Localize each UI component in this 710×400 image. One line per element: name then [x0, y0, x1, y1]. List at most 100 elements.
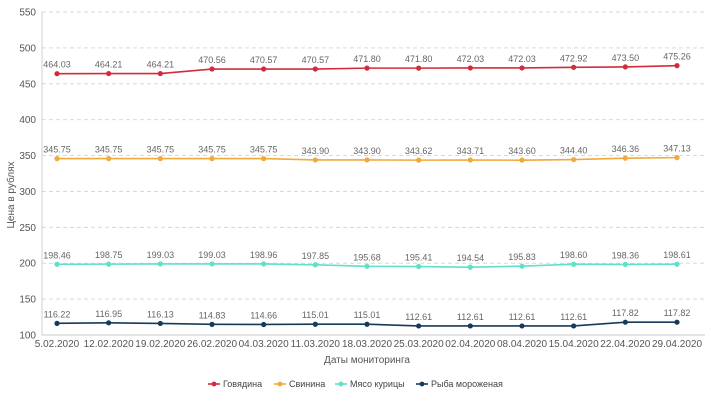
- series-1-point: [312, 157, 318, 163]
- series-3-point: [519, 323, 525, 329]
- legend-swatch-marker: [211, 381, 217, 387]
- x-tick-label: 11.03.2020: [291, 339, 341, 350]
- series-1-data-label: 343.90: [302, 146, 330, 156]
- series-2-point: [54, 261, 60, 267]
- legend: Говядина Свинина Мясо курицы Рыба мороженая: [208, 379, 503, 389]
- y-tick-label: 300: [19, 187, 36, 198]
- series-0-data-label: 475.26: [663, 52, 691, 62]
- x-tick-label: 02.04.2020: [445, 339, 495, 350]
- series-2-data-label: 195.68: [353, 252, 381, 262]
- y-tick-label: 150: [19, 295, 36, 306]
- series-1-data-label: 345.75: [198, 145, 226, 155]
- series-1-point: [209, 156, 215, 162]
- legend-item: Мясо курицы: [335, 379, 405, 389]
- series-2-data-label: 195.83: [508, 252, 536, 262]
- legend-swatch-marker: [277, 381, 283, 387]
- legend-label: Рыба мороженая: [431, 379, 503, 389]
- x-tick-label: 04.03.2020: [239, 339, 289, 350]
- series-3-point: [467, 323, 473, 329]
- series-1-point: [571, 156, 577, 163]
- x-tick-label: 18.03.2020: [342, 339, 392, 350]
- series-2-data-label: 198.75: [95, 250, 123, 260]
- series-0-point: [54, 71, 60, 77]
- y-tick-label: 250: [19, 223, 36, 234]
- axes: 100 150 200 250 300 350 400 450 500 550 5.02.2020 1…: [19, 8, 705, 350]
- series-0-point: [416, 65, 422, 71]
- series-3-point: [261, 321, 267, 328]
- series-0-point: [571, 64, 577, 70]
- series-2-data-label: 198.60: [560, 250, 588, 260]
- series-0-data-label: 470.56: [198, 55, 226, 65]
- x-tick-label: 29.04.2020: [652, 339, 702, 350]
- series-3-point: [54, 320, 60, 326]
- series-3-data-label: 117.82: [612, 308, 639, 318]
- y-axis-title: Цена в рублях: [5, 161, 17, 228]
- series-1-data-label: 347.13: [663, 144, 691, 154]
- series-1-data-label: 343.62: [405, 146, 433, 156]
- series-0-data-label: 464.21: [95, 60, 123, 70]
- series-2-point: [416, 263, 422, 270]
- series-3-data-label: 117.82: [664, 308, 691, 318]
- series-1-point: [674, 155, 680, 161]
- series-1-data-label: 345.75: [147, 145, 175, 155]
- series-3-data-label: 112.61: [405, 312, 432, 322]
- series-1-data-label: 345.75: [43, 145, 71, 155]
- series-3-point: [674, 319, 680, 325]
- series-3-point: [312, 321, 318, 327]
- series-2-point: [364, 263, 370, 269]
- series-2-point: [467, 264, 473, 270]
- series-3-data-label: 112.61: [509, 312, 536, 322]
- series-1-point: [519, 157, 525, 163]
- series-1-point: [622, 155, 628, 161]
- series-0-point: [209, 66, 215, 72]
- legend-swatch-marker: [419, 381, 425, 387]
- x-tick-label: 15.04.2020: [549, 339, 599, 350]
- series-2-point: [571, 261, 577, 267]
- series-2-point: [157, 261, 163, 267]
- series-0-data-label: 464.21: [147, 60, 175, 70]
- legend-item: Говядина: [208, 379, 262, 389]
- series-3-point: [364, 321, 370, 327]
- series-1-data-label: 343.60: [508, 146, 536, 156]
- series-0-point: [674, 63, 680, 69]
- series-0-data-label: 471.80: [405, 54, 433, 64]
- series-3-point: [106, 320, 112, 326]
- legend-label: Свинина: [289, 379, 325, 389]
- series-3-data-label: 115.01: [302, 310, 329, 320]
- x-tick-label: 08.04.2020: [497, 339, 547, 350]
- series-2-data-label: 194.54: [457, 253, 485, 263]
- legend-item: Рыба мороженая: [416, 379, 503, 389]
- series-1-data-label: 345.75: [95, 145, 123, 155]
- series-2-data-label: 199.03: [147, 250, 175, 260]
- x-tick-label: 19.02.2020: [135, 339, 185, 350]
- x-tick-label: 5.02.2020: [35, 339, 80, 350]
- series-2-point: [519, 263, 525, 269]
- series-3-point: [571, 323, 577, 329]
- x-tick-label: 26.02.2020: [187, 339, 237, 350]
- series-3-point: [416, 323, 422, 329]
- series-0-data-label: 472.92: [560, 53, 588, 63]
- series-3-point: [209, 321, 215, 327]
- series-0-point: [312, 66, 318, 72]
- series-1-point: [157, 156, 163, 162]
- series-2-data-label: 198.36: [612, 250, 640, 260]
- series-2-data-label: 198.46: [43, 250, 71, 260]
- series-0-point: [519, 65, 525, 71]
- gridlines: [42, 11, 705, 300]
- x-axis-title: Даты мониторинга: [324, 355, 410, 366]
- series-2-point: [261, 261, 267, 267]
- series-1-data-label: 343.90: [353, 146, 381, 156]
- series-0-point: [622, 64, 628, 70]
- series-3-point: [157, 320, 163, 327]
- x-tick-label: 12.02.2020: [84, 339, 134, 350]
- series-1-point: [106, 156, 112, 162]
- y-tick-label: 500: [19, 43, 36, 54]
- series-3-data-label: 116.95: [95, 309, 122, 319]
- series-0-data-label: 472.03: [457, 54, 485, 64]
- y-tick-label: 100: [19, 331, 36, 342]
- series-0-data-label: 464.03: [43, 60, 71, 70]
- series-1-point: [416, 157, 422, 163]
- series-3-data-label: 116.13: [147, 309, 174, 319]
- series-3-data-label: 112.61: [560, 312, 587, 322]
- series-2-point: [209, 261, 215, 267]
